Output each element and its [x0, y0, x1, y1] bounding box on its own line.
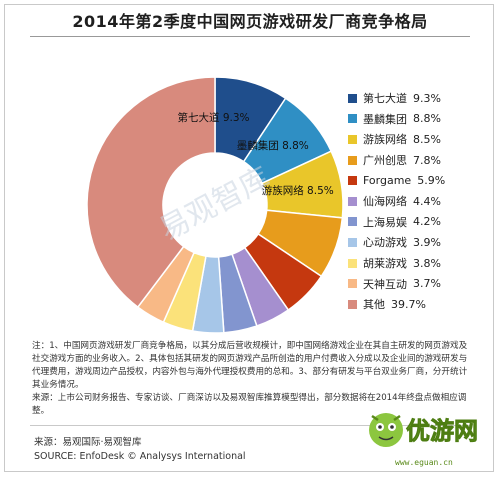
legend-label: 墨麟集团 [363, 112, 407, 126]
legend-value: 39.7% [391, 297, 426, 311]
legend-value: 9.3% [413, 91, 441, 105]
legend-value: 8.8% [413, 112, 441, 126]
slice-11 [86, 76, 216, 309]
legend-swatch [348, 299, 357, 309]
inline-label-2: 墨麟集团 8.8% [237, 139, 309, 152]
legend-label: 广州创思 [363, 154, 407, 168]
inline-label-1: 第七大道 9.3% [177, 111, 249, 124]
brand-text: 优游网 [406, 417, 478, 445]
legend-value: 4.2% [413, 215, 441, 229]
mascot-icon [369, 413, 403, 447]
legend-label: 胡莱游戏 [363, 257, 407, 271]
legend-value: 3.7% [413, 277, 441, 291]
legend-item-5: Forgame 5.9% [348, 170, 493, 191]
legend-swatch [348, 114, 357, 124]
legend-value: 3.8% [413, 256, 441, 270]
notes-block: 注：1、中国网页游戏研发厂商竞争格局，以其分成后营收规模计，即中国网络游戏企业在… [32, 340, 472, 418]
chart-title: 2014年第2季度中国网页游戏研发厂商竞争格局 [72, 12, 428, 31]
legend-value: 3.9% [413, 235, 441, 249]
legend: 第七大道 9.3% 墨麟集团 8.8% 游族网络 8.5% 广州创思 7.8% Forgame 5… [348, 88, 493, 315]
legend-swatch [348, 93, 357, 103]
legend-label: 天神互动 [363, 277, 407, 291]
legend-label: 第七大道 [363, 92, 407, 106]
legend-label: 其他 [363, 298, 385, 312]
legend-swatch [348, 196, 357, 206]
inline-labels: 第七大道 9.3% 墨麟集团 8.8% 游族网络 8.5% [177, 111, 333, 197]
legend-value: 7.8% [413, 153, 441, 167]
legend-value: 5.9% [417, 174, 446, 188]
brand-badge: 优游网 [369, 413, 478, 447]
legend-item-9: 胡莱游戏 3.8% [348, 253, 493, 274]
legend-item-1: 第七大道 9.3% [348, 88, 493, 109]
legend-item-11: 其他 39.7% [348, 294, 493, 315]
title-underline [30, 36, 470, 37]
legend-label: 上海易娱 [363, 215, 407, 229]
legend-label: Forgame [363, 174, 412, 188]
legend-item-8: 心动游戏 3.9% [348, 232, 493, 253]
legend-swatch [348, 176, 357, 186]
legend-swatch [348, 217, 357, 227]
footer-divider [30, 425, 470, 426]
legend-label: 心动游戏 [363, 236, 407, 250]
legend-label: 游族网络 [363, 133, 407, 147]
note-text: 注：1、中国网页游戏研发厂商竞争格局，以其分成后营收规模计，即中国网络游戏企业在… [32, 341, 468, 390]
legend-item-10: 天神互动 3.7% [348, 273, 493, 294]
inline-label-3: 游族网络 8.5% [262, 184, 334, 197]
footer-source-cn: 来源：易观国际·易观智库 [34, 437, 142, 448]
legend-swatch [348, 155, 357, 165]
legend-swatch [348, 237, 357, 247]
donut-slices [86, 76, 344, 334]
legend-value: 4.4% [413, 194, 441, 208]
legend-item-7: 上海易娱 4.2% [348, 212, 493, 233]
legend-value: 8.5% [413, 132, 441, 146]
legend-swatch [348, 258, 357, 268]
legend-item-4: 广州创思 7.8% [348, 150, 493, 171]
source-note-text: 来源：上市公司财务报告、专家访谈、厂商深访以及易观智库推算模型得出，部分数据将在… [32, 393, 467, 416]
legend-item-6: 仙海网络 4.4% [348, 191, 493, 212]
site-url: www.eguan.cn [395, 458, 453, 467]
legend-swatch [348, 279, 357, 289]
legend-item-3: 游族网络 8.5% [348, 129, 493, 150]
legend-item-2: 墨麟集团 8.8% [348, 109, 493, 130]
footer-source-en: SOURCE: EnfoDesk © Analysys Internationa… [34, 451, 246, 462]
legend-swatch [348, 134, 357, 144]
legend-label: 仙海网络 [363, 195, 407, 209]
